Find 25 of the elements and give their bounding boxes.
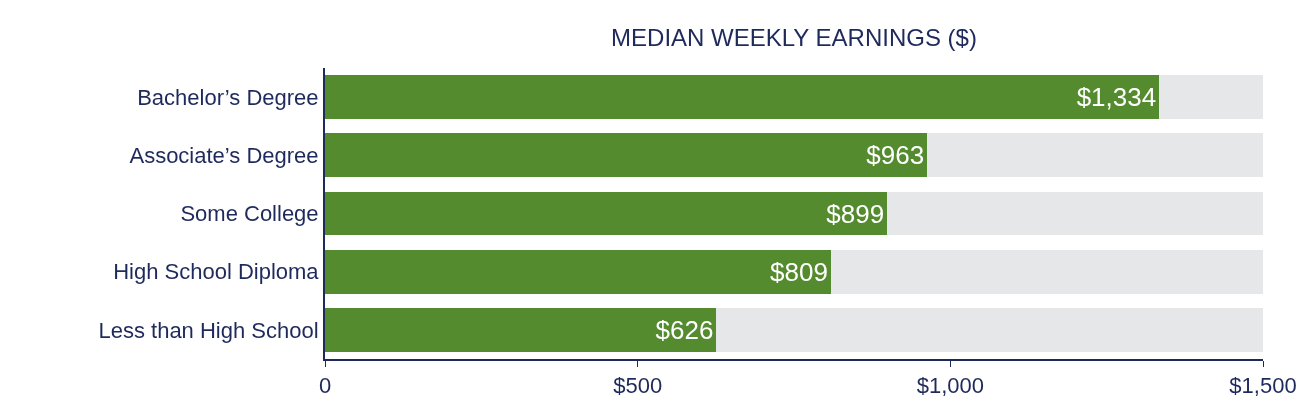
x-tick-label: $1,000: [916, 373, 984, 399]
bar: [887, 191, 1263, 236]
bar: [1159, 75, 1263, 119]
data-label: $963: [866, 140, 925, 171]
y-tick-label: Less than High School: [98, 317, 319, 343]
data-label: $809: [770, 256, 828, 287]
x-tick-label: 0: [318, 373, 332, 399]
bar: [325, 191, 888, 236]
y-tick-label: High School Diploma: [113, 259, 320, 285]
bar: [716, 308, 1263, 352]
x-tick-label: $500: [613, 373, 663, 399]
y-tick-label: Bachelor’s Degree: [137, 84, 319, 110]
bar: [325, 133, 928, 178]
x-tick-label: $1,500: [1229, 373, 1297, 399]
chart-title: MEDIAN WEEKLY EARNINGS ($): [611, 23, 977, 51]
data-label: $1,334: [1076, 82, 1157, 113]
bar: [927, 133, 1263, 178]
data-label: $626: [655, 314, 714, 345]
bar: [325, 249, 831, 294]
y-tick-label: Associate’s Degree: [129, 143, 319, 168]
bar: [325, 308, 717, 352]
bar: [830, 249, 1263, 294]
bar: [325, 75, 1160, 119]
data-label: $899: [826, 198, 885, 229]
y-tick-label: Some College: [180, 201, 319, 227]
